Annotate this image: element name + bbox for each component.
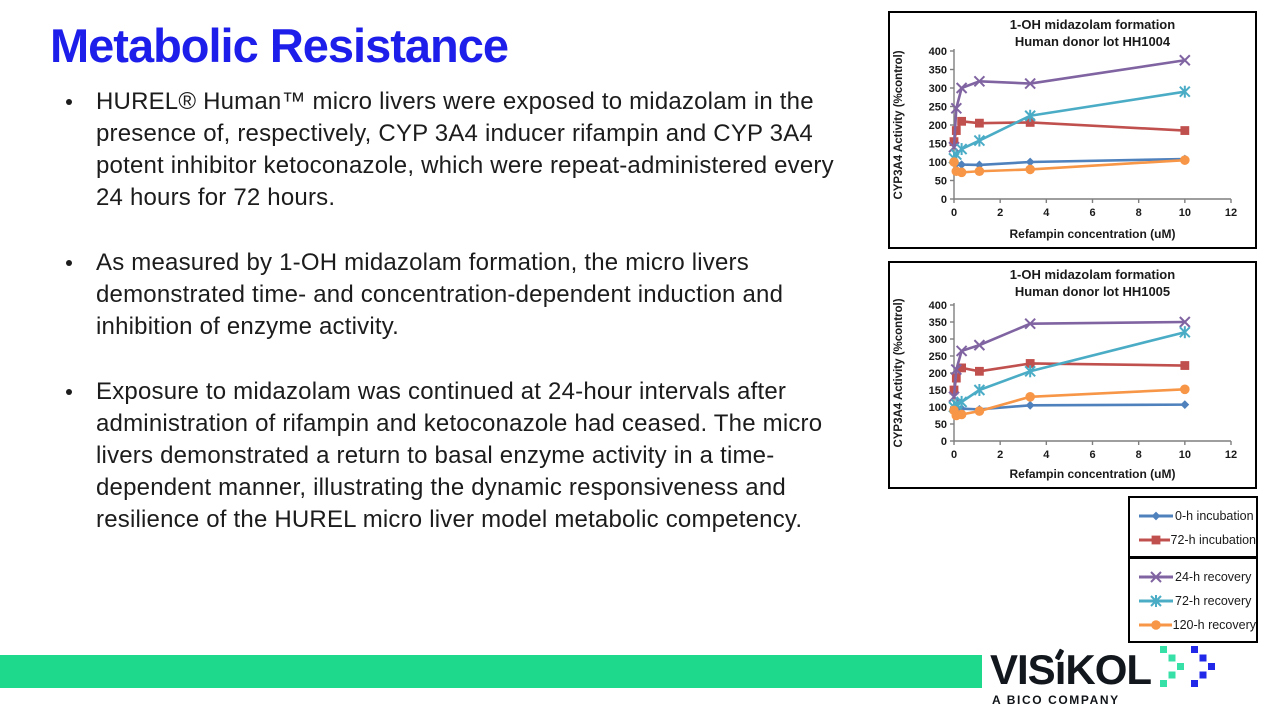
svg-text:8: 8	[1136, 207, 1142, 219]
legend-label: 24-h recovery	[1175, 570, 1252, 584]
svg-text:12: 12	[1225, 449, 1237, 461]
bullet-item: Exposure to midazolam was continued at 2…	[58, 376, 858, 536]
svg-text:6: 6	[1089, 449, 1095, 461]
svg-text:0: 0	[951, 207, 957, 219]
legend-label: 120-h recovery	[1172, 618, 1256, 632]
svg-text:50: 50	[935, 419, 947, 431]
legend-marker-icon	[1139, 511, 1173, 521]
legend-marker-icon	[1139, 571, 1173, 583]
svg-text:400: 400	[929, 300, 947, 312]
double-chevron-icon	[1160, 646, 1216, 687]
svg-text:0: 0	[941, 436, 947, 448]
svg-text:4: 4	[1043, 207, 1050, 219]
svg-text:0: 0	[951, 449, 957, 461]
page-title: Metabolic Resistance	[50, 19, 509, 72]
svg-text:4: 4	[1043, 449, 1050, 461]
logo-tagline: A BICO COMPANY	[992, 693, 1120, 707]
legend-item: 72-h incubation	[1138, 528, 1256, 552]
legend-item: 24-h recovery	[1138, 565, 1256, 589]
svg-text:100: 100	[929, 157, 947, 169]
svg-text:CYP3A4 Activity (%control): CYP3A4 Activity (%control)	[893, 50, 905, 199]
svg-text:10: 10	[1179, 207, 1191, 219]
svg-text:300: 300	[929, 334, 947, 346]
bullet-item: As measured by 1-OH midazolam formation,…	[58, 247, 858, 343]
svg-text:100: 100	[929, 402, 947, 414]
legend-group-recovery: 24-h recovery 72-h recovery 120-h recovery	[1128, 557, 1258, 643]
svg-text:350: 350	[929, 65, 947, 77]
chart-legend: 0-h incubation 72-h incubation 24-h recov…	[1128, 496, 1258, 643]
svg-text:0: 0	[941, 194, 947, 206]
visikol-logo: VISıKOL A BICO COMPANY	[990, 646, 1222, 707]
svg-text:Human donor lot HH1005: Human donor lot HH1005	[1015, 284, 1170, 299]
svg-text:2: 2	[997, 449, 1003, 461]
svg-text:Refampin concentration (uM): Refampin concentration (uM)	[1009, 467, 1175, 481]
svg-text:10: 10	[1179, 449, 1191, 461]
svg-text:250: 250	[929, 351, 947, 363]
svg-text:150: 150	[929, 385, 947, 397]
svg-text:50: 50	[935, 176, 947, 188]
svg-text:200: 200	[929, 120, 947, 132]
logo-row: VISıKOL	[990, 646, 1222, 693]
bullet-item: HUREL® Human™ micro livers were exposed …	[58, 86, 858, 214]
svg-text:1-OH midazolam formation: 1-OH midazolam formation	[1010, 267, 1175, 282]
svg-text:Refampin concentration (uM): Refampin concentration (uM)	[1009, 227, 1175, 241]
svg-text:12: 12	[1225, 207, 1237, 219]
svg-text:CYP3A4 Activity (%control): CYP3A4 Activity (%control)	[893, 298, 905, 447]
chart-canvas: 1-OH midazolam formation Human donor lot …	[893, 17, 1237, 241]
legend-item: 72-h recovery	[1138, 589, 1256, 613]
legend-marker-icon	[1139, 535, 1170, 545]
svg-text:400: 400	[929, 46, 947, 58]
svg-text:300: 300	[929, 83, 947, 95]
chart-hh1004: 1-OH midazolam formation Human donor lot …	[888, 11, 1257, 249]
legend-item: 0-h incubation	[1138, 504, 1256, 528]
legend-item: 120-h recovery	[1138, 613, 1256, 637]
legend-label: 72-h incubation	[1170, 533, 1256, 547]
svg-text:200: 200	[929, 368, 947, 380]
svg-text:1-OH midazolam formation: 1-OH midazolam formation	[1010, 17, 1175, 32]
logo-wordmark: VISıKOL	[990, 646, 1152, 693]
legend-group-incubation: 0-h incubation 72-h incubation	[1128, 496, 1258, 558]
svg-text:Human donor lot HH1004: Human donor lot HH1004	[1015, 34, 1171, 49]
legend-label: 72-h recovery	[1175, 594, 1252, 608]
chart-canvas: 1-OH midazolam formation Human donor lot …	[893, 267, 1237, 481]
chart-hh1005: 1-OH midazolam formation Human donor lot …	[888, 261, 1257, 489]
svg-text:2: 2	[997, 207, 1003, 219]
svg-text:6: 6	[1089, 207, 1095, 219]
bullet-list: HUREL® Human™ micro livers were exposed …	[58, 86, 858, 569]
svg-text:8: 8	[1136, 449, 1142, 461]
legend-marker-icon	[1139, 595, 1173, 607]
svg-text:350: 350	[929, 317, 947, 329]
footer-bar	[0, 655, 982, 688]
legend-marker-icon	[1139, 620, 1172, 630]
logo-accent-i: ı	[1054, 646, 1067, 693]
legend-label: 0-h incubation	[1175, 509, 1254, 523]
svg-text:250: 250	[929, 102, 947, 114]
svg-text:150: 150	[929, 139, 947, 151]
